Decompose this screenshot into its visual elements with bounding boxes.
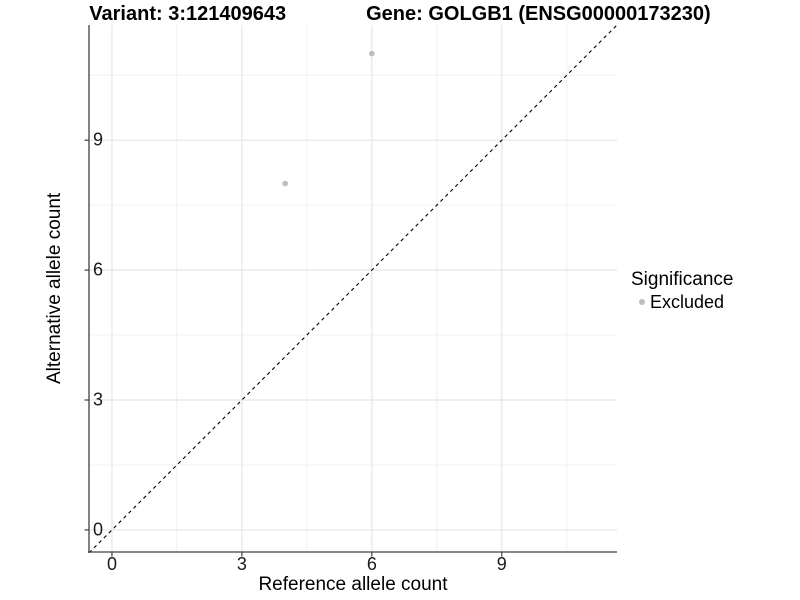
y-axis-label: Alternative allele count (44, 192, 65, 385)
y-tick-label: 9 (92, 129, 103, 150)
y-tick-label: 6 (92, 259, 103, 280)
plot-title-gene: Gene: GOLGB1 (ENSG00000173230) (366, 3, 711, 25)
x-tick-label: 0 (106, 554, 117, 574)
data-point (282, 180, 289, 187)
x-tick-label: 9 (496, 554, 507, 574)
identity-reference-line (89, 25, 617, 552)
legend-item-label: Excluded (650, 292, 725, 312)
plot-title-variant: Variant: 3:121409643 (89, 3, 287, 25)
y-tick-label: 0 (92, 519, 103, 540)
x-tick-label: 6 (366, 554, 377, 574)
legend-point-marker (639, 299, 645, 305)
legend: Significance Excluded (631, 269, 733, 312)
y-tick-label: 3 (92, 389, 103, 410)
plot-title: Variant: 3:121409643 Gene: GOLGB1 (ENSG0… (0, 3, 800, 26)
legend-title: Significance (631, 269, 734, 290)
x-axis-label: Reference allele count (258, 574, 448, 595)
x-tick-label: 3 (236, 554, 247, 574)
data-point (369, 50, 375, 57)
legend-item-excluded: Excluded (631, 292, 733, 312)
